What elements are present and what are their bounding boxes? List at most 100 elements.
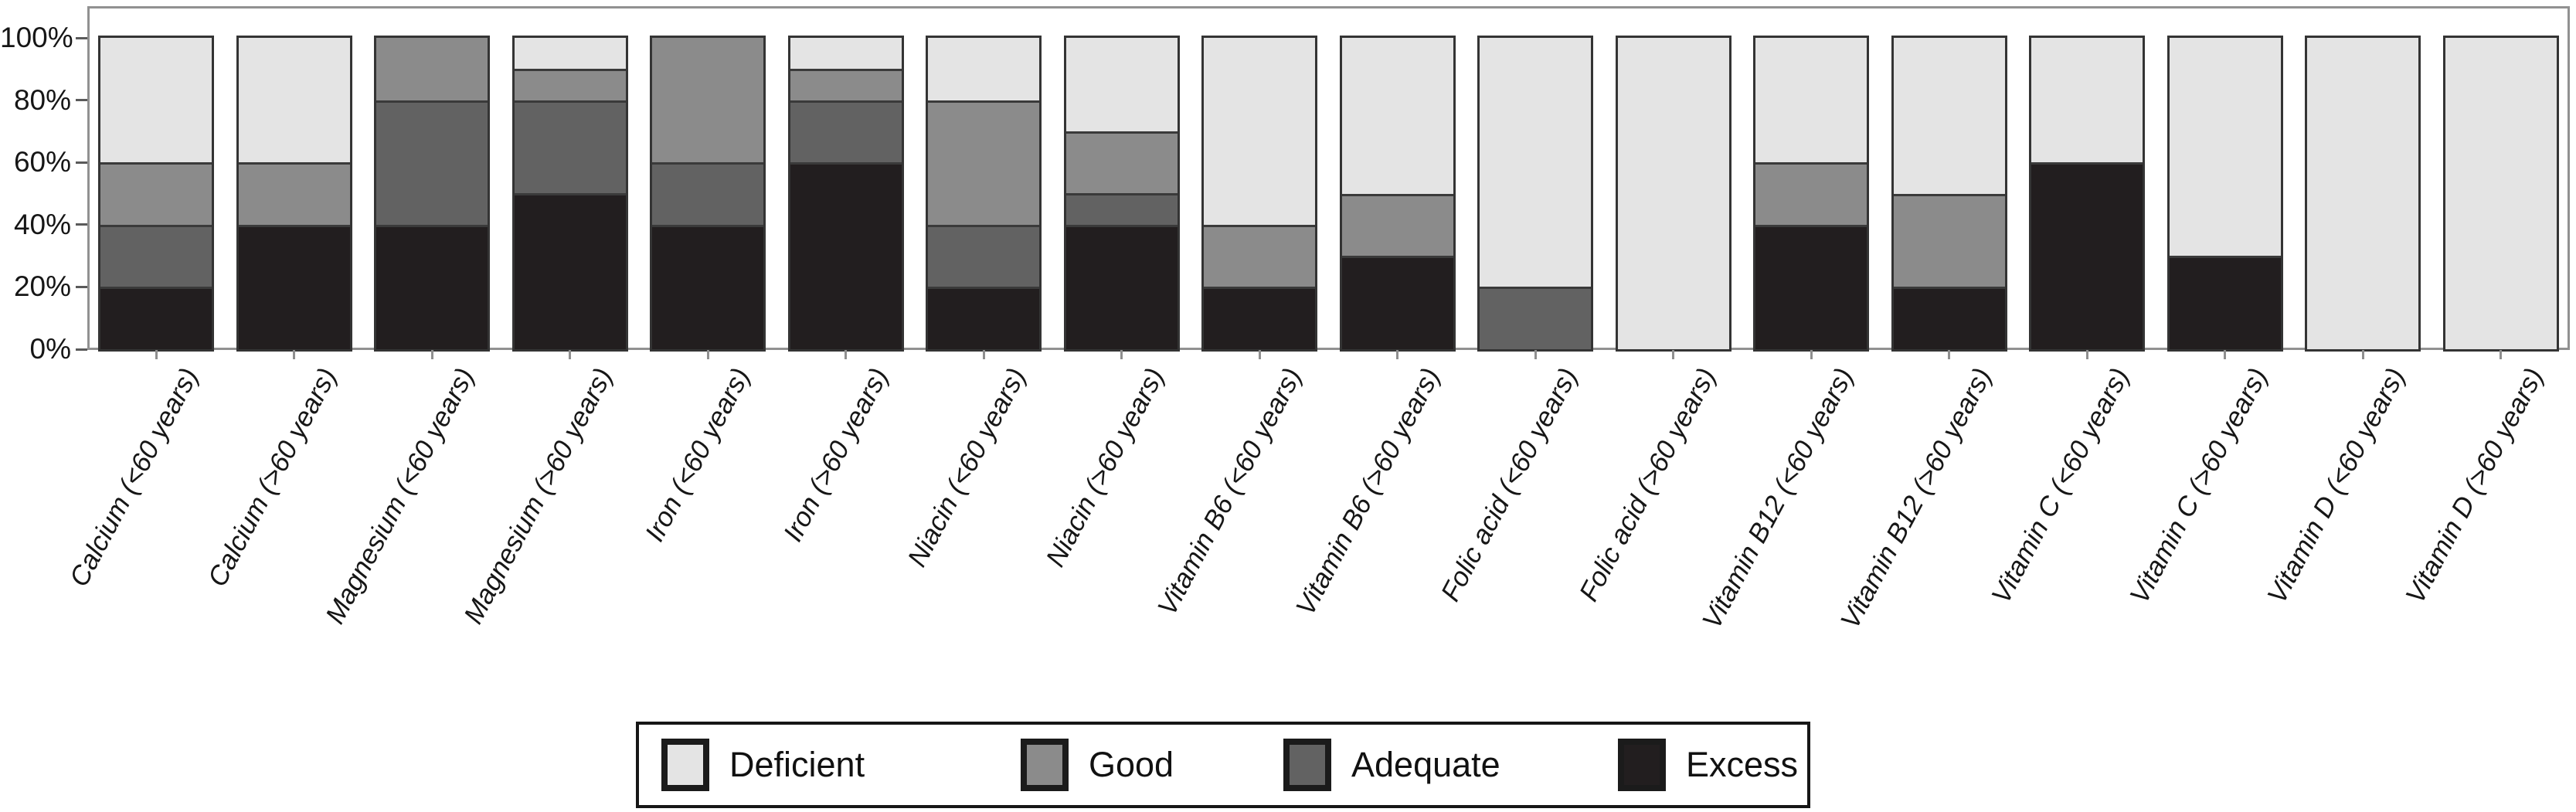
legend-item-adequate: Adequate: [1283, 739, 1500, 791]
bar: [374, 36, 491, 352]
bar-segment-good: [238, 162, 350, 225]
bar-segment-good: [100, 162, 212, 225]
legend-label: Adequate: [1351, 745, 1500, 784]
bar-segment-deficient: [1341, 38, 1453, 194]
x-tick-label: Vitamin C (<60 years): [1986, 363, 2136, 609]
bar: [2305, 36, 2421, 352]
bar-segment-excess: [1893, 287, 2005, 349]
y-tick-label: 60%: [13, 146, 71, 178]
bar: [650, 36, 766, 352]
x-tick-mark: [1120, 350, 1123, 359]
legend-swatch-excess: [1618, 739, 1666, 791]
bar-segment-deficient: [238, 38, 350, 163]
x-tick-label: Calcium (<60 years): [63, 363, 205, 592]
bar: [2166, 36, 2283, 352]
bar-segment-excess: [376, 224, 488, 349]
bar: [2029, 36, 2146, 352]
x-tick-mark: [1672, 350, 1675, 359]
x-tick-mark: [1810, 350, 1813, 359]
y-tick-mark: [76, 99, 87, 102]
bar-segment-deficient: [2169, 38, 2281, 257]
legend-item-deficient: Deficient: [661, 739, 865, 791]
bar: [1753, 36, 1870, 352]
x-tick-label: Magnesium (>60 years): [457, 363, 619, 629]
x-tick-mark: [293, 350, 296, 359]
bar-segment-deficient: [514, 38, 626, 70]
bar-segment-excess: [790, 162, 902, 349]
x-tick-mark: [1948, 350, 1951, 359]
bar-segment-deficient: [100, 38, 212, 163]
bar-segment-excess: [652, 224, 764, 349]
x-tick-mark: [569, 350, 572, 359]
x-tick-mark: [845, 350, 848, 359]
bar-segment-excess: [100, 287, 212, 349]
bar: [1891, 36, 2007, 352]
bar: [1477, 36, 1594, 352]
bar-segment-excess: [1204, 287, 1316, 349]
bar-segment-deficient: [928, 38, 1040, 100]
legend-swatch-good: [1021, 739, 1069, 791]
bar-segment-adequate: [1480, 287, 1592, 349]
bar-segment-good: [514, 69, 626, 100]
bar-segment-excess: [1341, 256, 1453, 349]
bar: [926, 36, 1042, 352]
x-tick-mark: [706, 350, 709, 359]
bar-segment-deficient: [1617, 38, 1729, 349]
bar-segment-deficient: [2031, 38, 2143, 163]
bar: [2442, 36, 2559, 352]
bar-segment-good: [790, 69, 902, 100]
bar-segment-deficient: [1480, 38, 1592, 287]
legend-label: Excess: [1686, 745, 1799, 784]
legend-label: Good: [1089, 745, 1174, 784]
y-tick-mark: [76, 285, 87, 288]
x-tick-label: Calcium (>60 years): [202, 363, 343, 592]
y-tick-mark: [76, 223, 87, 226]
bar-segment-good: [1755, 162, 1867, 225]
legend-swatch-deficient: [661, 739, 709, 791]
x-tick-mark: [2500, 350, 2503, 359]
bar-segment-excess: [2169, 256, 2281, 349]
bar: [236, 36, 352, 352]
x-tick-mark: [430, 350, 433, 359]
legend-item-excess: Excess: [1618, 739, 1798, 791]
bar-segment-deficient: [1204, 38, 1316, 225]
bar-segment-good: [928, 100, 1040, 225]
x-tick-mark: [1534, 350, 1537, 359]
bar: [1339, 36, 1456, 352]
x-tick-mark: [2361, 350, 2364, 359]
bar-segment-deficient: [2307, 38, 2419, 349]
bar-segment-adequate: [652, 162, 764, 225]
x-tick-mark: [1396, 350, 1399, 359]
bar-segment-good: [652, 38, 764, 163]
bar-segment-good: [376, 38, 488, 100]
bar-segment-excess: [1065, 224, 1178, 349]
bar-segment-adequate: [790, 100, 902, 163]
y-tick-label: 100%: [0, 22, 73, 53]
bar: [511, 36, 628, 352]
x-tick-label: Vitamin D (<60 years): [2262, 363, 2411, 609]
x-tick-mark: [155, 350, 158, 359]
bar-segment-good: [1204, 224, 1316, 287]
y-tick-label: 40%: [13, 208, 71, 240]
bar-segment-adequate: [514, 100, 626, 194]
x-tick-label: Magnesium (<60 years): [320, 363, 481, 629]
legend: Deficient Good Adequate Excess: [636, 722, 1810, 808]
legend-label: Deficient: [729, 745, 865, 784]
legend-item-good: Good: [1021, 739, 1174, 791]
bar-segment-excess: [238, 224, 350, 349]
bar-segment-good: [1893, 193, 2005, 287]
y-tick-label: 80%: [13, 83, 71, 116]
bar-segment-excess: [1755, 224, 1867, 349]
bar-segment-excess: [2031, 162, 2143, 349]
x-tick-mark: [982, 350, 985, 359]
y-tick-mark: [76, 161, 87, 164]
x-tick-mark: [2224, 350, 2227, 359]
bar-segment-adequate: [100, 224, 212, 287]
legend-swatch-adequate: [1283, 739, 1331, 791]
bar-segment-excess: [928, 287, 1040, 349]
bar-segment-deficient: [790, 38, 902, 70]
y-tick-label: 20%: [13, 270, 71, 303]
y-tick-label: 0%: [29, 333, 71, 365]
bar-segment-good: [1341, 193, 1453, 257]
